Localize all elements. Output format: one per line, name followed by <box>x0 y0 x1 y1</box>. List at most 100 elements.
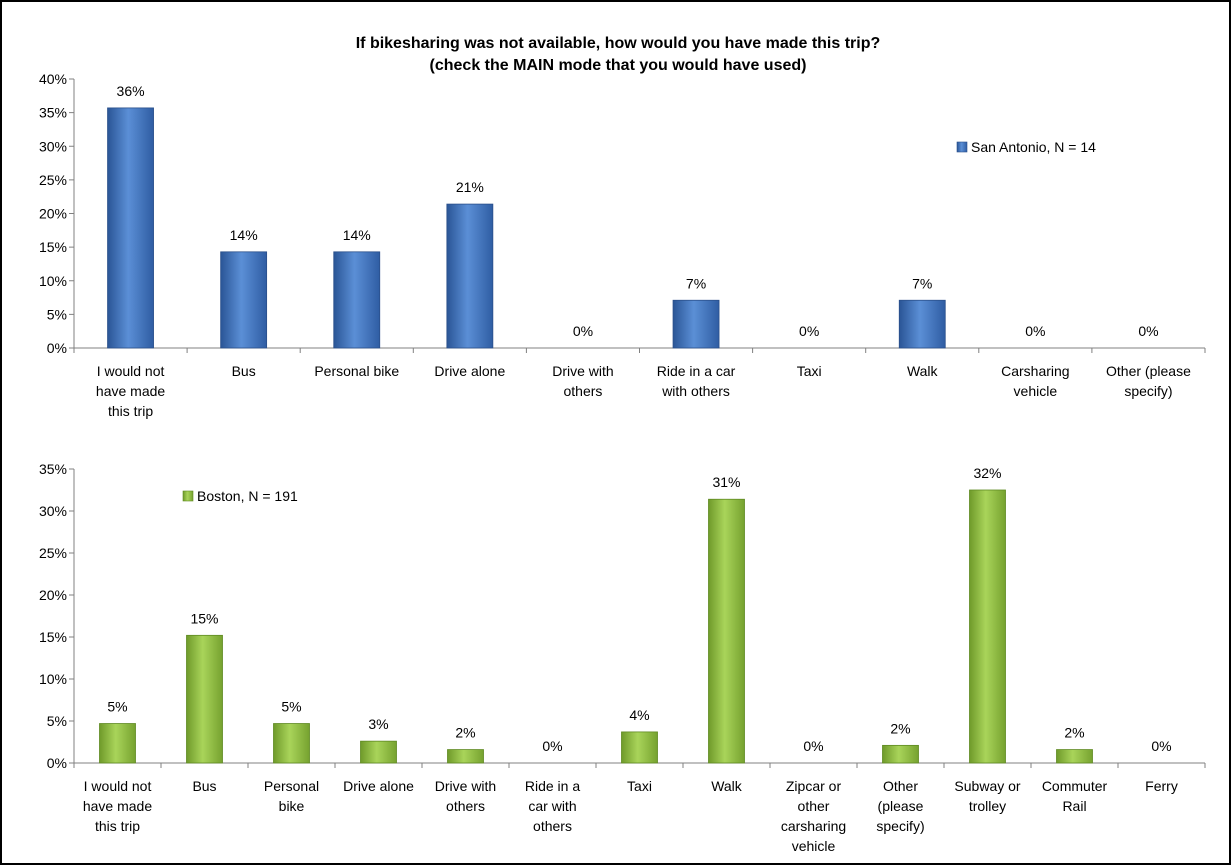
bos-data-label: 3% <box>368 716 388 732</box>
sa-category-label-line: Carsharing <box>1001 363 1069 379</box>
sa-data-label: 14% <box>230 227 258 243</box>
bos-category-label-line: Taxi <box>627 778 652 794</box>
sa-category-label: Taxi <box>797 363 822 379</box>
bos-y-tick-label: 15% <box>39 629 67 645</box>
sa-y-tick-label: 25% <box>39 172 67 188</box>
bos-bar <box>708 498 745 764</box>
sa-category-label-line: specify) <box>1124 383 1172 399</box>
sa-y-tick-label: 40% <box>39 71 67 87</box>
bos-data-label: 4% <box>629 707 649 723</box>
sa-category-label-line: Drive with <box>552 363 613 379</box>
bos-bar <box>273 723 310 764</box>
sa-category-label: Ride in a car with others <box>657 363 736 399</box>
sa-legend-label: San Antonio, N = 14 <box>971 139 1096 155</box>
bos-category-label-line: Commuter <box>1042 778 1108 794</box>
bos-y-tick-label: 20% <box>39 587 67 603</box>
sa-category-label-line: Drive alone <box>434 363 505 379</box>
sa-category-label-line: I would not <box>97 363 165 379</box>
bos-bar <box>447 749 484 764</box>
sa-data-label: 0% <box>1138 323 1158 339</box>
sa-bar <box>333 251 381 349</box>
bos-category-label: I would not have made this trip <box>83 778 152 834</box>
bos-data-label: 2% <box>455 725 475 741</box>
sa-y-tick-label: 20% <box>39 206 67 222</box>
bos-y-tick-label: 35% <box>39 461 67 477</box>
bos-category-label-line: (please <box>878 798 924 814</box>
sa-category-label-line: with others <box>661 383 730 399</box>
bos-category-label-line: other <box>798 798 830 814</box>
sa-data-label: 36% <box>117 83 145 99</box>
bos-category-label: Other (please specify) <box>876 778 924 834</box>
bos-category-label-line: Rail <box>1062 798 1086 814</box>
bos-category-label-line: others <box>446 798 485 814</box>
sa-category-label-line: Taxi <box>797 363 822 379</box>
sa-y-tick-label: 30% <box>39 138 67 154</box>
sa-category-label-line: Bus <box>232 363 256 379</box>
bos-y-tick-label: 0% <box>47 755 67 771</box>
bos-data-label: 0% <box>542 738 562 754</box>
sa-y-tick-label: 10% <box>39 273 67 289</box>
bos-category-label-line: this trip <box>95 818 140 834</box>
bos-category-label-line: Other <box>883 778 918 794</box>
sa-y-tick-label: 35% <box>39 105 67 121</box>
bos-category-label-line: Personal <box>264 778 319 794</box>
sa-y-tick-label: 0% <box>47 340 67 356</box>
sa-category-label-line: have made <box>96 383 165 399</box>
bos-category-label: Drive alone <box>343 778 414 794</box>
bos-category-label-line: Walk <box>711 778 743 794</box>
sa-bar <box>898 299 946 349</box>
bos-bar <box>969 489 1006 764</box>
bos-legend-label: Boston, N = 191 <box>197 488 298 504</box>
bos-category-label: Drive with others <box>435 778 496 814</box>
sa-category-label: Drive alone <box>434 363 505 379</box>
bos-bar <box>99 723 136 764</box>
bos-category-label: Bus <box>192 778 216 794</box>
bos-category-label-line: Drive with <box>435 778 496 794</box>
bos-category-label-line: specify) <box>876 818 924 834</box>
sa-category-label: Drive with others <box>552 363 613 399</box>
bos-category-label: Taxi <box>627 778 652 794</box>
bos-data-label: 0% <box>1151 738 1171 754</box>
sa-data-label: 0% <box>799 323 819 339</box>
sa-category-label-line: others <box>563 383 602 399</box>
sa-data-label: 14% <box>343 227 371 243</box>
bos-bar <box>882 744 919 764</box>
bos-category-label: Subway or trolley <box>954 778 1020 814</box>
sa-category-label: Other (please specify) <box>1106 363 1191 399</box>
bos-category-label-line: have made <box>83 798 152 814</box>
bos-category-label-line: Bus <box>192 778 216 794</box>
sa-bar <box>672 299 720 349</box>
bos-y-tick-label: 30% <box>39 503 67 519</box>
bos-data-label: 0% <box>803 738 823 754</box>
bos-category-label-line: bike <box>279 798 305 814</box>
bos-data-label: 2% <box>890 720 910 736</box>
sa-category-label: Carsharing vehicle <box>1001 363 1069 399</box>
sa-category-label: Personal bike <box>314 363 399 379</box>
sa-category-label-line: this trip <box>108 403 153 419</box>
sa-legend-swatch <box>956 141 968 153</box>
sa-category-label: Walk <box>907 363 939 379</box>
sa-data-label: 0% <box>573 323 593 339</box>
bos-category-label-line: others <box>533 818 572 834</box>
bos-y-tick-label: 25% <box>39 545 67 561</box>
bos-category-label-line: Ferry <box>1145 778 1178 794</box>
bos-category-label-line: vehicle <box>792 838 836 854</box>
sa-data-label: 7% <box>686 275 706 291</box>
sa-data-label: 21% <box>456 179 484 195</box>
bos-category-label: Ferry <box>1145 778 1178 794</box>
bos-category-label: Zipcar or other carsharing vehicle <box>781 778 846 854</box>
bos-data-label: 15% <box>190 610 218 626</box>
sa-category-label-line: vehicle <box>1014 383 1058 399</box>
bos-data-label: 31% <box>712 474 740 490</box>
bos-category-label-line: carsharing <box>781 818 846 834</box>
sa-category-label: Bus <box>232 363 256 379</box>
bos-bar <box>360 740 397 764</box>
bos-category-label: Ride in a car with others <box>525 778 580 834</box>
bos-data-label: 5% <box>281 699 301 715</box>
sa-data-label: 7% <box>912 275 932 291</box>
bos-category-label: Walk <box>711 778 743 794</box>
bos-y-tick-label: 5% <box>47 713 67 729</box>
bos-bar <box>186 634 223 764</box>
